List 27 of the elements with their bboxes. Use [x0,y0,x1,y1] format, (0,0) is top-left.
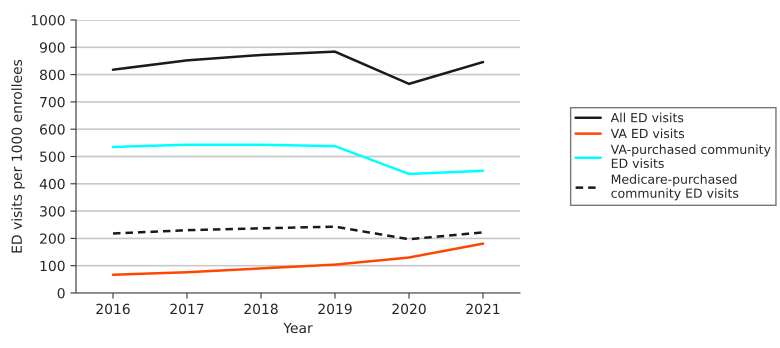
y-tick-label: 0 [58,288,65,298]
line-series [112,225,484,240]
y-tick-label: 400 [40,178,65,190]
y-tick-label: 800 [40,70,65,80]
x-axis-title: Year [283,322,313,334]
y-tick-label: 900 [40,42,65,53]
legend-label: VA-purchased community ED visits [610,144,771,168]
y-tick-label: 200 [40,233,65,244]
x-tick-label: 2021 [466,304,500,314]
legend-label: Medicare-purchased community ED visits [611,174,738,200]
line-series [112,144,484,176]
legend-label: VA ED visits [610,128,684,138]
y-tick-label: 600 [40,124,65,135]
line-series [112,242,484,276]
x-tick-label: 2016 [96,304,130,314]
line-series [112,50,484,86]
x-tick-label: 2020 [392,304,426,314]
x-tick-label: 2019 [318,304,352,314]
y-tick-label: 500 [40,151,65,162]
y-tick-label: 1000 [32,14,65,26]
x-tick-label: 2017 [170,304,204,314]
legend-label: All ED visits [610,112,684,122]
y-tick-label: 300 [40,206,65,217]
x-tick-label: 2018 [244,304,278,314]
y-tick-label: 100 [40,260,65,272]
y-tick-label: 700 [40,96,65,108]
y-axis-title: ED visits per 1000 enrollees [11,60,25,252]
